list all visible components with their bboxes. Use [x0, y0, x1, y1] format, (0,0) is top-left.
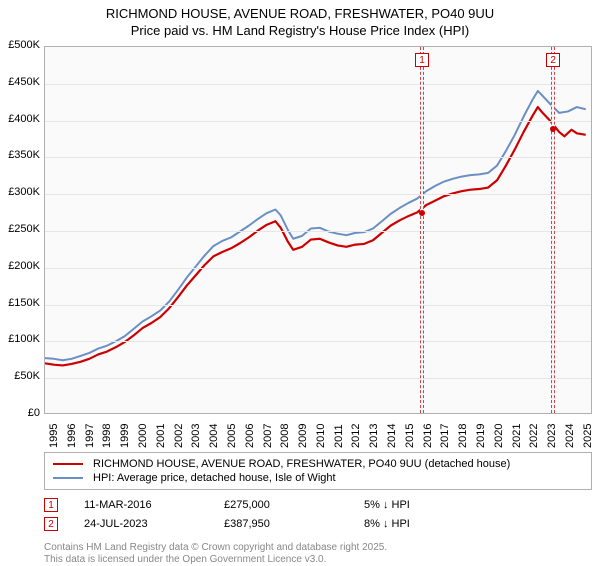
x-tick-label: 2011: [333, 424, 345, 448]
x-tick-label: 2001: [155, 424, 167, 448]
y-gridline: [45, 121, 591, 122]
footer-line2: This data is licensed under the Open Gov…: [44, 554, 387, 566]
series-line-price_paid: [45, 107, 586, 365]
x-tick-label: 2013: [368, 424, 380, 448]
y-gridline: [45, 378, 591, 379]
sale-date: 11-MAR-2016: [84, 499, 224, 511]
y-tick-label: £50K: [0, 370, 40, 382]
x-tick-label: 2010: [315, 424, 327, 448]
footer-attribution: Contains HM Land Registry data © Crown c…: [44, 542, 387, 566]
x-tick-label: 2020: [493, 424, 505, 448]
sale-marker-band: [420, 47, 424, 413]
x-tick-label: 2015: [404, 424, 416, 448]
x-tick-label: 2021: [511, 424, 523, 448]
chart-title-line2: Price paid vs. HM Land Registry's House …: [0, 23, 600, 38]
legend-row: HPI: Average price, detached house, Isle…: [53, 471, 583, 485]
y-tick-label: £200K: [0, 260, 40, 272]
y-gridline: [45, 157, 591, 158]
x-tick-label: 2003: [190, 424, 202, 448]
x-tick-label: 2002: [173, 424, 185, 448]
x-tick-label: 1995: [48, 424, 60, 448]
x-tick-label: 2000: [137, 424, 149, 448]
sale-pct-vs-hpi: 5% ↓ HPI: [364, 499, 564, 511]
x-tick-label: 2012: [350, 424, 362, 448]
x-tick-label: 2025: [582, 424, 594, 448]
legend-box: RICHMOND HOUSE, AVENUE ROAD, FRESHWATER,…: [44, 452, 592, 490]
x-tick-label: 2024: [564, 424, 576, 448]
chart-container: RICHMOND HOUSE, AVENUE ROAD, FRESHWATER,…: [0, 0, 600, 560]
sale-price: £387,950: [224, 518, 364, 530]
x-tick-label: 2009: [297, 424, 309, 448]
x-tick-label: 2017: [439, 424, 451, 448]
y-gridline: [45, 305, 591, 306]
chart-lines-svg: [45, 47, 591, 413]
y-tick-label: £250K: [0, 223, 40, 235]
sale-pct-vs-hpi: 8% ↓ HPI: [364, 518, 564, 530]
sale-marker-number: 1: [415, 53, 429, 67]
x-tick-label: 2023: [546, 424, 558, 448]
x-tick-label: 2004: [208, 424, 220, 448]
x-tick-label: 2008: [279, 424, 291, 448]
plot-area: 12: [44, 46, 592, 414]
y-tick-label: £350K: [0, 149, 40, 161]
y-gridline: [45, 341, 591, 342]
y-tick-label: £450K: [0, 76, 40, 88]
y-tick-label: £100K: [0, 333, 40, 345]
sale-row: 1 11-MAR-2016 £275,000 5% ↓ HPI: [44, 498, 592, 512]
sale-date: 24-JUL-2023: [84, 518, 224, 530]
y-gridline: [45, 231, 591, 232]
footer-line1: Contains HM Land Registry data © Crown c…: [44, 542, 387, 554]
x-tick-label: 1996: [66, 424, 78, 448]
x-tick-label: 2019: [475, 424, 487, 448]
sale-marker-badge: 1: [44, 498, 58, 512]
legend-swatch: [53, 463, 83, 465]
sale-marker-number: 2: [546, 53, 560, 67]
chart-title-line1: RICHMOND HOUSE, AVENUE ROAD, FRESHWATER,…: [0, 6, 600, 21]
legend-row: RICHMOND HOUSE, AVENUE ROAD, FRESHWATER,…: [53, 457, 583, 471]
legend-swatch: [53, 477, 83, 479]
x-tick-label: 2022: [528, 424, 540, 448]
chart-titles: RICHMOND HOUSE, AVENUE ROAD, FRESHWATER,…: [0, 0, 600, 38]
y-tick-label: £300K: [0, 186, 40, 198]
x-tick-label: 1998: [101, 424, 113, 448]
y-gridline: [45, 268, 591, 269]
x-tick-label: 1999: [119, 424, 131, 448]
x-tick-label: 2016: [422, 424, 434, 448]
sale-marker-band: [551, 47, 555, 413]
x-tick-label: 1997: [84, 424, 96, 448]
legend-label: HPI: Average price, detached house, Isle…: [93, 472, 336, 484]
y-tick-label: £500K: [0, 39, 40, 51]
x-tick-label: 2005: [226, 424, 238, 448]
x-tick-label: 2014: [386, 424, 398, 448]
sale-marker-badge: 2: [44, 517, 58, 531]
y-gridline: [45, 194, 591, 195]
x-tick-label: 2006: [244, 424, 256, 448]
y-gridline: [45, 84, 591, 85]
sale-point-dot: [419, 210, 425, 216]
legend-label: RICHMOND HOUSE, AVENUE ROAD, FRESHWATER,…: [93, 458, 510, 470]
sale-price: £275,000: [224, 499, 364, 511]
x-tick-label: 2007: [262, 424, 274, 448]
series-line-hpi: [45, 91, 586, 360]
x-tick-label: 2018: [457, 424, 469, 448]
y-tick-label: £0: [0, 407, 40, 419]
sale-row: 2 24-JUL-2023 £387,950 8% ↓ HPI: [44, 517, 592, 531]
y-tick-label: £150K: [0, 297, 40, 309]
y-tick-label: £400K: [0, 113, 40, 125]
